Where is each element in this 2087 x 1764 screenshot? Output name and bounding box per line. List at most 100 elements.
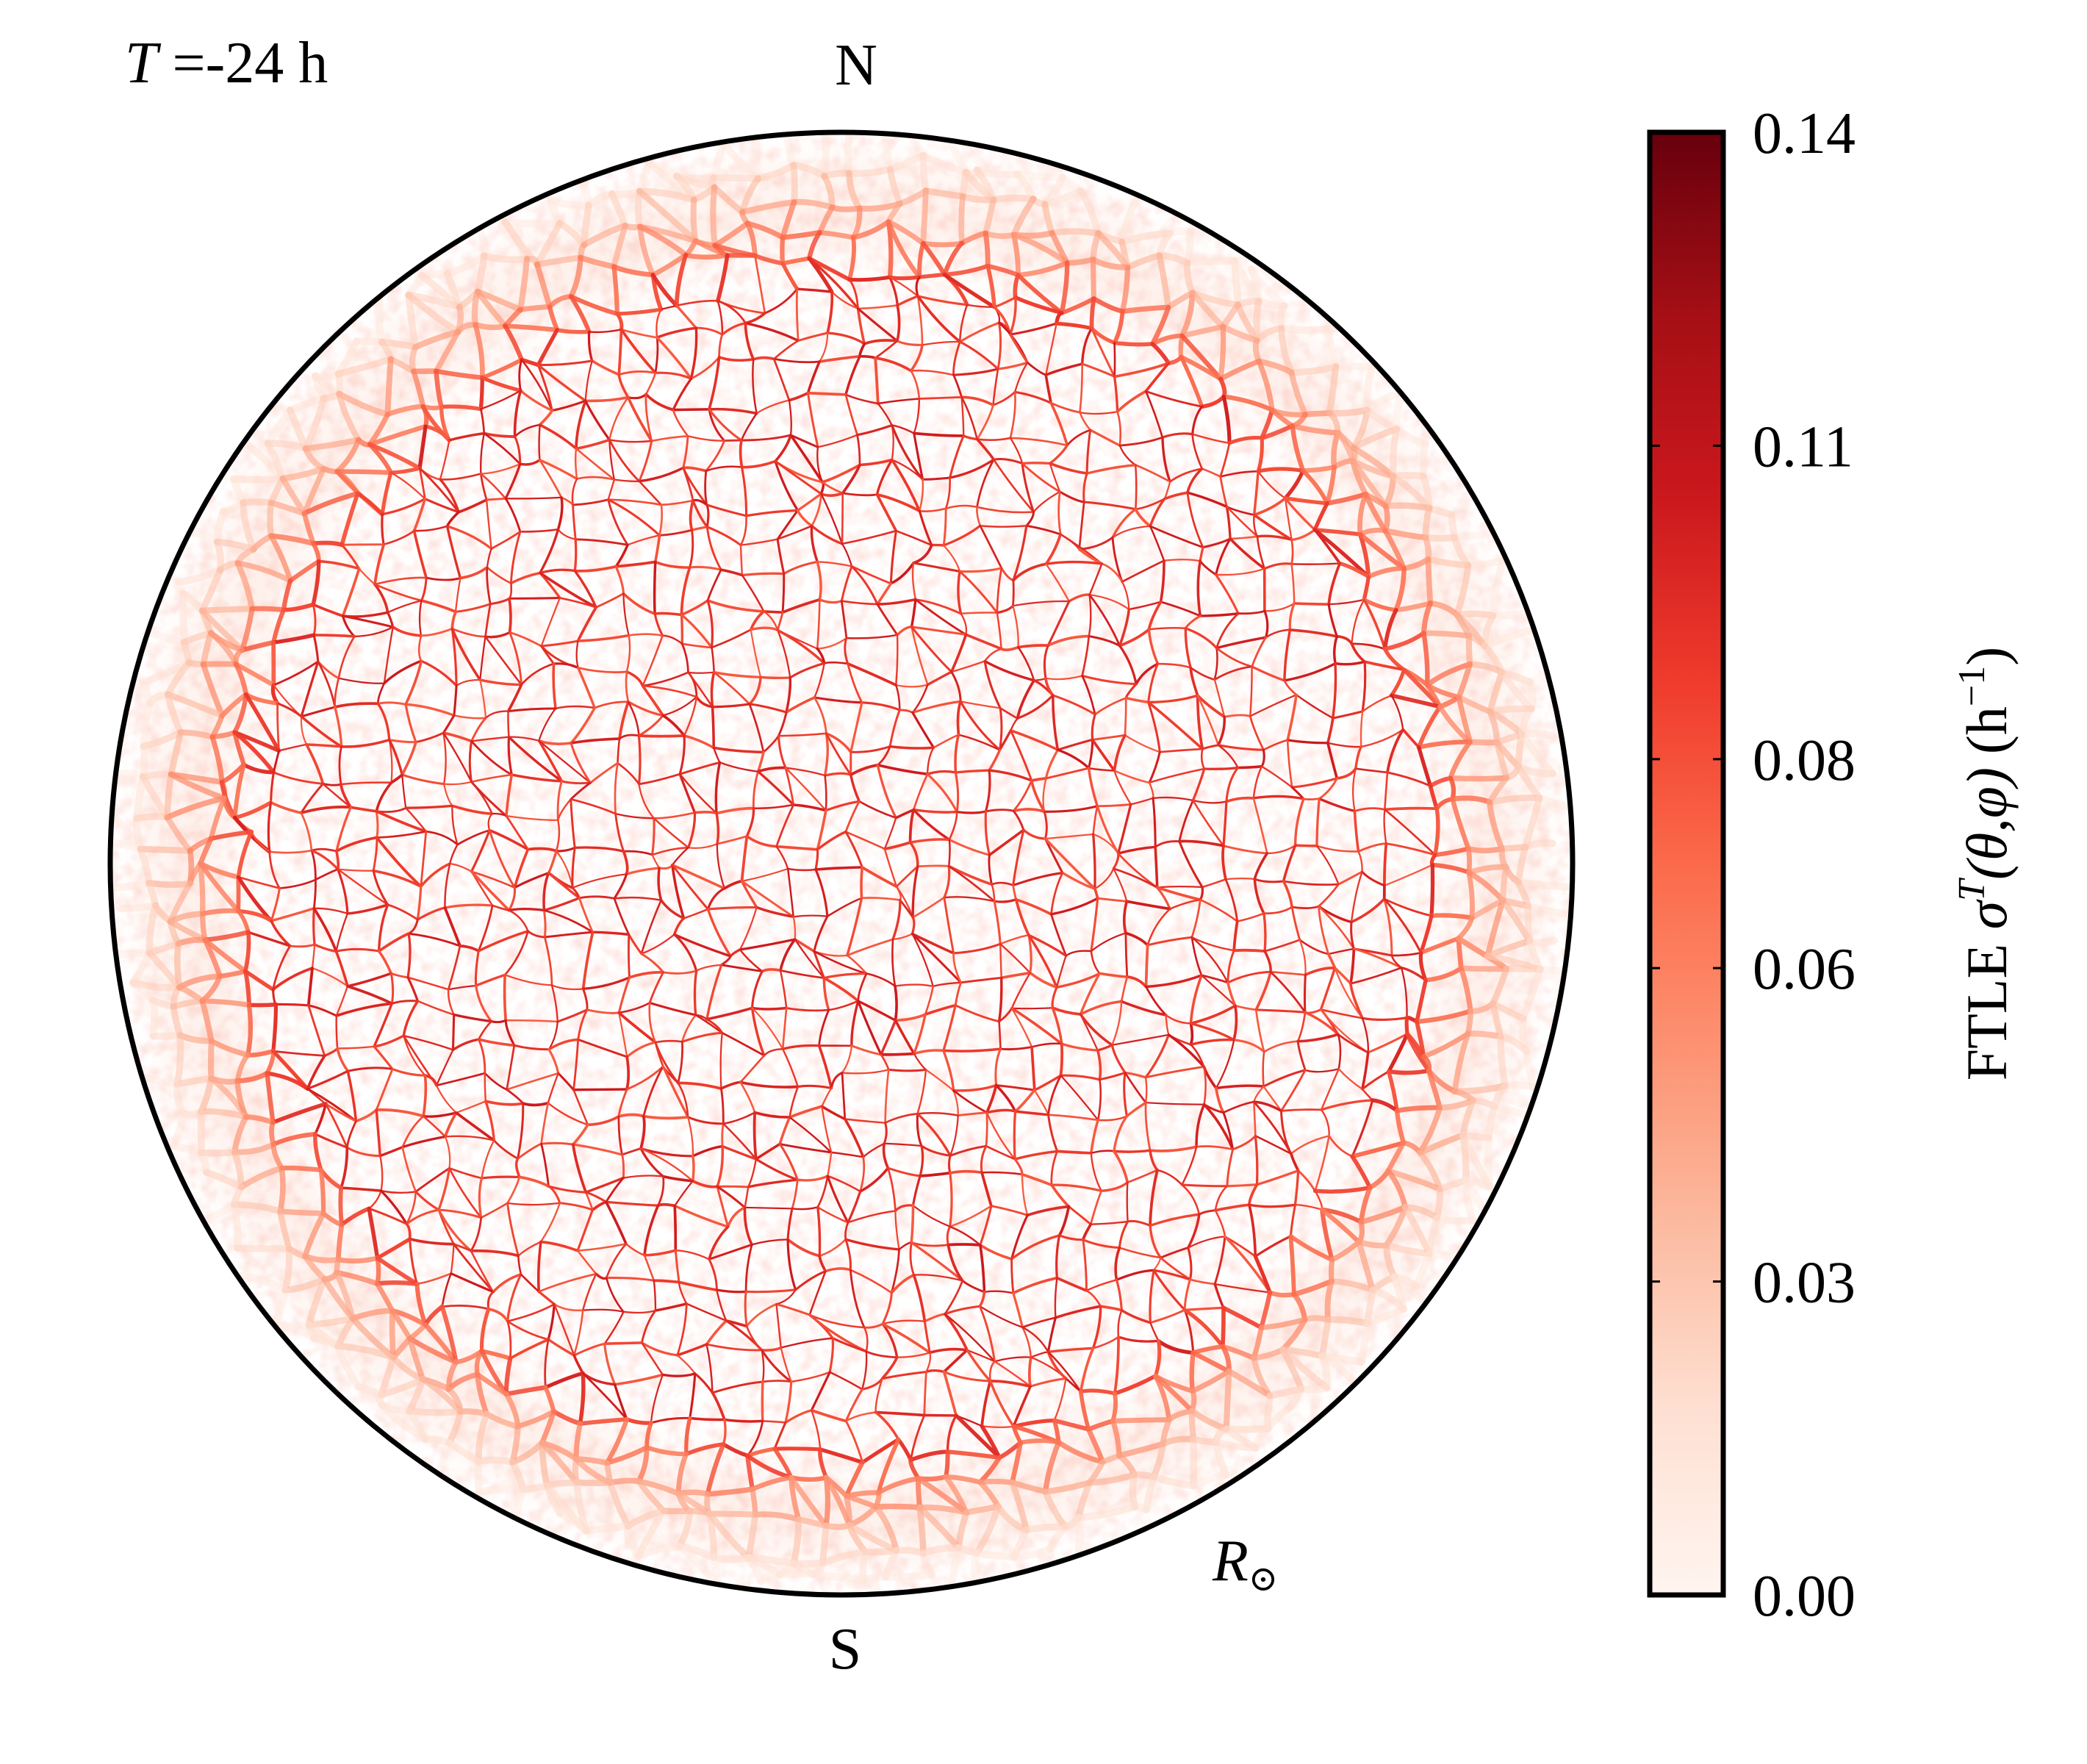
ftle-ridge <box>678 734 686 775</box>
ftle-ridge <box>651 846 689 856</box>
ftle-ridge <box>1350 897 1386 924</box>
ftle-ridge <box>843 1493 852 1528</box>
ftle-ridge <box>406 932 412 979</box>
ftle-ridge <box>958 340 999 370</box>
ftle-ridge <box>1110 1418 1122 1459</box>
ftle-ridge <box>1059 1042 1064 1078</box>
ftle-ridge <box>1318 1352 1360 1388</box>
ftle-ridge <box>1383 897 1423 954</box>
ftle-ridge <box>1009 437 1024 465</box>
ftle-ridge <box>335 355 395 378</box>
ftle-ridge <box>1113 1149 1152 1153</box>
ftle-ridge <box>439 1304 459 1365</box>
ftle-ridge <box>999 943 1002 979</box>
ftle-ridge <box>443 903 494 909</box>
ftle-ridge <box>1149 1269 1155 1324</box>
ftle-ridge <box>978 1291 986 1308</box>
ftle-ridge <box>1263 609 1269 639</box>
ftle-ridge <box>306 967 314 1007</box>
ftle-ridge <box>1350 920 1355 950</box>
ftle-ridge <box>1033 1074 1063 1091</box>
ftle-ridge <box>637 734 642 786</box>
ftle-ridge <box>311 943 316 969</box>
ftle-ridge <box>924 1069 955 1091</box>
ftle-ridge <box>750 1006 766 1057</box>
ftle-ridge <box>358 567 376 586</box>
ftle-ridge <box>1394 1105 1443 1114</box>
ftle-ridge <box>1253 298 1262 344</box>
ftle-ridge <box>711 706 715 750</box>
ftle-ridge <box>720 964 764 972</box>
ftle-ridge <box>1433 1186 1444 1222</box>
ftle-ridge <box>375 1108 382 1158</box>
ftle-ridge <box>335 806 352 853</box>
ftle-ridge <box>657 867 663 902</box>
ftle-ridge <box>622 592 630 637</box>
ftle-ridge <box>680 566 692 617</box>
ftle-ridge <box>268 533 293 584</box>
ftle-ridge <box>350 1308 395 1322</box>
ftle-ridge <box>324 1102 357 1122</box>
ftle-ridge <box>1145 1102 1205 1105</box>
ftle-ridge <box>404 703 417 744</box>
ftle-ridge <box>1223 714 1251 718</box>
ftle-ridge <box>1159 559 1165 603</box>
ftle-ridge <box>816 647 826 665</box>
ftle-ridge <box>983 648 1002 662</box>
ftle-ridge <box>1178 799 1194 843</box>
ftle-ridge <box>682 467 708 506</box>
ftle-ridge <box>1118 608 1131 648</box>
ftle-ridge <box>954 769 991 774</box>
ftle-ridge <box>302 395 328 452</box>
ftle-ridge <box>389 972 409 979</box>
ftle-ridge <box>671 864 726 890</box>
ftle-ridge <box>1079 410 1118 415</box>
ftle-ridge <box>841 1069 890 1075</box>
ftle-ridge <box>923 1371 927 1416</box>
ftle-ridge <box>1090 1220 1129 1225</box>
ftle-ridge <box>795 287 800 342</box>
ftle-ridge <box>345 1119 357 1149</box>
ftle-ridge <box>1149 525 1165 562</box>
ftle-ridge <box>1248 1183 1259 1207</box>
ftle-ridge <box>744 1243 753 1293</box>
ftle-ridge <box>786 1238 822 1258</box>
ftle-ridge <box>423 498 460 514</box>
ftle-ridge <box>480 473 507 500</box>
ftle-ridge <box>883 841 912 850</box>
ftle-ridge <box>672 408 711 412</box>
ftle-ridge <box>198 1108 249 1120</box>
ftle-ridge <box>705 465 743 472</box>
ftle-ridge <box>745 1325 763 1352</box>
ftle-ridge <box>272 1050 326 1057</box>
ftle-ridge <box>1293 844 1318 847</box>
ftle-ridge <box>1226 506 1259 538</box>
ftle-ridge <box>1298 939 1307 976</box>
ftle-ridge <box>1283 468 1305 501</box>
ftle-ridge <box>314 1133 348 1149</box>
ftle-ridge <box>1286 1385 1305 1412</box>
ftle-ridge <box>240 639 276 653</box>
ftle-ridge <box>614 565 625 595</box>
ftle-ridge <box>1219 470 1260 478</box>
ftle-ridge <box>883 1142 923 1147</box>
ftle-ridge <box>717 356 755 362</box>
ftle-ridge <box>435 1084 457 1114</box>
ftle-ridge <box>976 506 982 527</box>
ftle-ridge <box>1188 1408 1197 1443</box>
ftle-ridge <box>174 940 183 991</box>
ftle-ridge <box>517 1255 522 1276</box>
ftle-ridge <box>1192 799 1228 804</box>
ftle-ridge <box>1294 1204 1323 1211</box>
ftle-ridge <box>475 1485 527 1496</box>
ftle-ridge <box>678 772 697 814</box>
ftle-ridge <box>1090 1150 1116 1155</box>
ftle-ridge <box>518 358 523 392</box>
ftle-ridge <box>1090 257 1096 301</box>
ftle-ridge <box>1256 467 1305 473</box>
ftle-ridge <box>830 1151 864 1158</box>
ftle-ridge <box>1144 1033 1171 1079</box>
ftle-ridge <box>1010 1545 1055 1561</box>
ftle-ridge <box>744 1290 748 1327</box>
ftle-ridge <box>405 292 461 336</box>
